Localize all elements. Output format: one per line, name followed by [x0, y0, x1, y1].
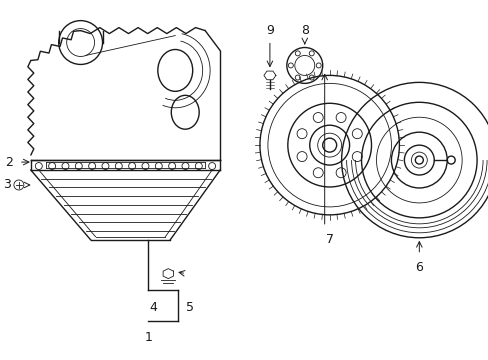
Text: 3: 3 — [3, 179, 11, 192]
Text: 9: 9 — [265, 24, 273, 37]
Circle shape — [414, 156, 423, 164]
Text: 1: 1 — [144, 331, 152, 344]
Text: 6: 6 — [414, 261, 423, 274]
Text: 2: 2 — [5, 156, 13, 168]
Text: 7: 7 — [325, 233, 333, 246]
Text: 4: 4 — [149, 301, 157, 314]
Text: 8: 8 — [300, 24, 308, 37]
Text: 5: 5 — [186, 301, 194, 314]
